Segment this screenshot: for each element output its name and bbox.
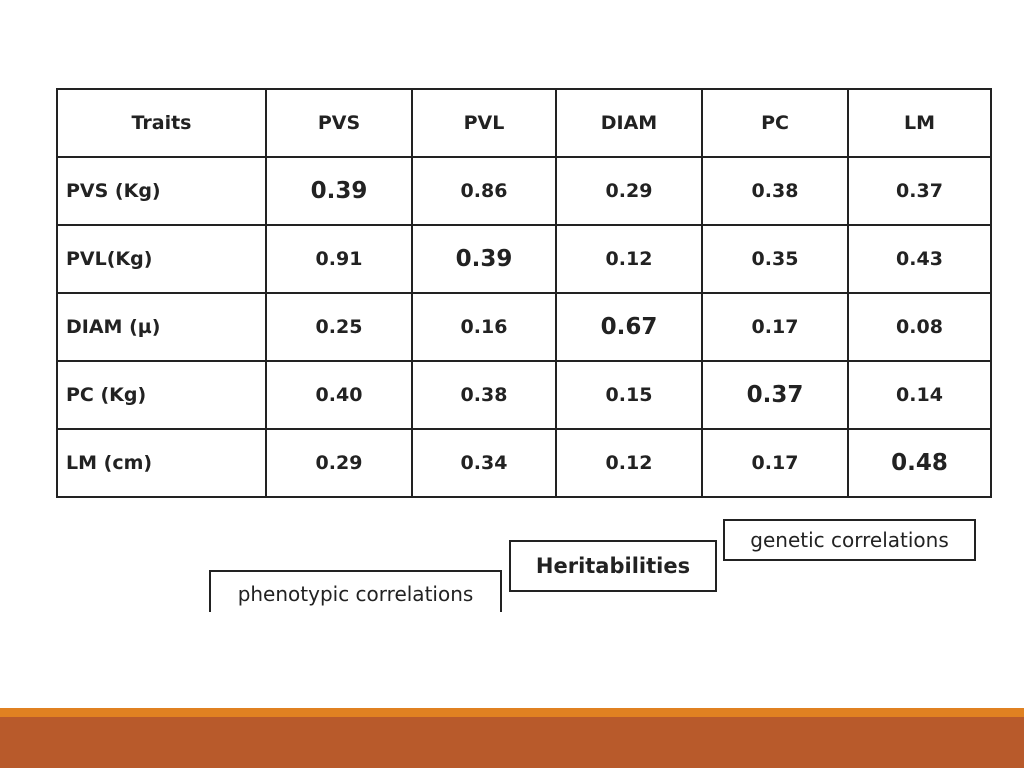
value-cell: 0.17 [701,292,849,362]
table-row: LM (cm) 0.29 0.34 0.12 0.17 0.48 [56,428,992,498]
header-row: Traits PVS PVL DIAM PC LM [56,88,992,158]
genetic-label: genetic correlations [723,519,976,561]
header-cell: Traits [56,88,267,158]
header-cell: PVL [411,88,557,158]
header-cell: DIAM [555,88,703,158]
value-cell: 0.39 [265,156,413,226]
value-cell: 0.12 [555,428,703,498]
header-cell: PC [701,88,849,158]
table-body: Traits PVS PVL DIAM PC LM PVS (Kg) 0.39 0.86 0.29… [56,88,992,498]
value-cell: 0.43 [847,224,992,294]
phenotypic-label: phenotypic correlations [209,570,502,612]
trait-cell: PC (Kg) [56,360,267,430]
data-table: Traits PVS PVL DIAM PC LM PVS (Kg) 0.39 0.86 0.29… [56,88,992,498]
value-cell: 0.29 [555,156,703,226]
value-cell: 0.34 [411,428,557,498]
value-cell: 0.38 [701,156,849,226]
value-cell: 0.08 [847,292,992,362]
table-row: DIAM (µ) 0.25 0.16 0.67 0.17 0.08 [56,292,992,362]
value-cell: 0.29 [265,428,413,498]
accent-stripe [0,708,1024,717]
value-cell: 0.39 [411,224,557,294]
value-cell: 0.37 [847,156,992,226]
value-cell: 0.48 [847,428,992,498]
value-cell: 0.17 [701,428,849,498]
value-cell: 0.12 [555,224,703,294]
trait-cell: PVL(Kg) [56,224,267,294]
trait-cell: LM (cm) [56,428,267,498]
value-cell: 0.14 [847,360,992,430]
value-cell: 0.37 [701,360,849,430]
value-cell: 0.91 [265,224,413,294]
value-cell: 0.38 [411,360,557,430]
trait-cell: PVS (Kg) [56,156,267,226]
value-cell: 0.15 [555,360,703,430]
value-cell: 0.67 [555,292,703,362]
heritabilities-label: Heritabilities [509,540,717,592]
header-cell: PVS [265,88,413,158]
trait-cell: DIAM (µ) [56,292,267,362]
value-cell: 0.35 [701,224,849,294]
footer-band [0,717,1024,768]
table-row: PC (Kg) 0.40 0.38 0.15 0.37 0.14 [56,360,992,430]
value-cell: 0.86 [411,156,557,226]
value-cell: 0.16 [411,292,557,362]
header-cell: LM [847,88,992,158]
table-row: PVS (Kg) 0.39 0.86 0.29 0.38 0.37 [56,156,992,226]
value-cell: 0.25 [265,292,413,362]
value-cell: 0.40 [265,360,413,430]
table-row: PVL(Kg) 0.91 0.39 0.12 0.35 0.43 [56,224,992,294]
